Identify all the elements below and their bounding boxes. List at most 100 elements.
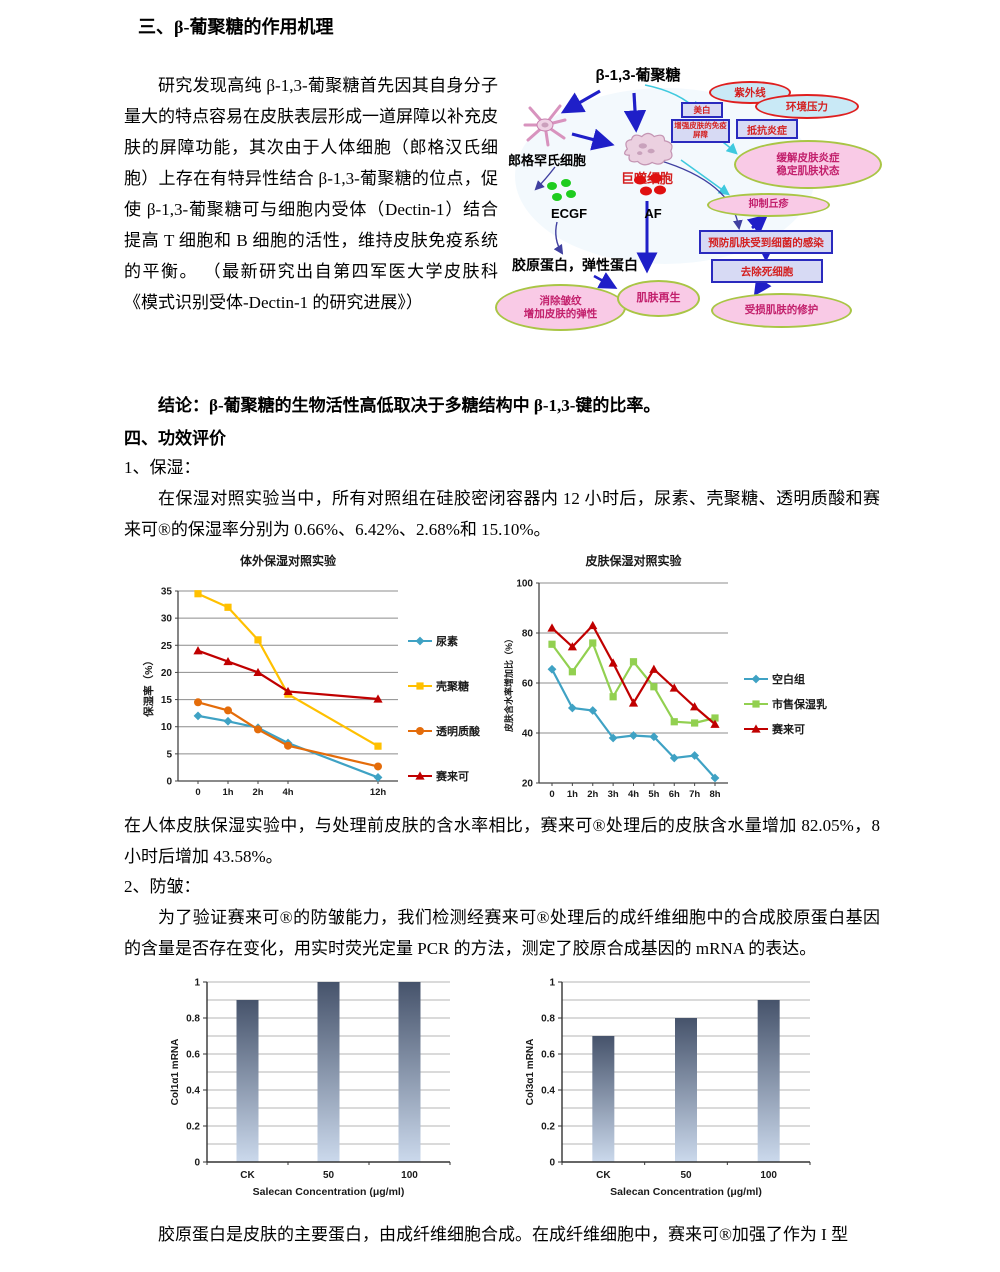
- svg-text:赛来可: 赛来可: [435, 769, 469, 783]
- mechanism-section: 研究发现高纯 β-1,3-葡聚糖首先因其自身分子量大的特点容易在皮肤表层形成一道…: [124, 67, 882, 382]
- svg-text:体外保湿对照实验: 体外保湿对照实验: [240, 553, 337, 568]
- svg-text:100: 100: [760, 1170, 777, 1181]
- svg-text:2h: 2h: [587, 789, 598, 800]
- svg-text:Col1α1 mRNA: Col1α1 mRNA: [170, 1039, 181, 1106]
- svg-text:空白组: 空白组: [772, 672, 805, 686]
- chart-skin-moisture: 皮肤保湿对照实验 20 40 60 80 100 0 1h 2h 3h 4h 5h 6h 7h 8h 空白组市…: [503, 553, 827, 800]
- moisture-charts-row: 体外保湿对照实验 0 5 10 15 20 25 30 35 0 1h 2h 4h 12h 尿素壳聚糖透明质…: [124, 551, 880, 806]
- svg-text:20: 20: [161, 668, 173, 679]
- chart-col3a1-mrna: 0 0.2 0.4 0.6 0.8 1 CK 50 100 Salecan Concentrati…: [525, 978, 811, 1198]
- wrinkle-line2: 增加皮肤的弹性: [523, 307, 598, 320]
- calm-skin-ellipse: 缓解皮肤炎症 稳定肌肤状态: [734, 140, 882, 189]
- svg-text:CK: CK: [596, 1170, 611, 1181]
- svg-text:0.8: 0.8: [186, 1014, 200, 1025]
- svg-text:Salecan Concentration (μg/ml): Salecan Concentration (μg/ml): [253, 1186, 405, 1198]
- svg-text:皮肤含水率增加比（%）: 皮肤含水率增加比（%）: [503, 634, 514, 733]
- svg-text:赛来可: 赛来可: [771, 722, 805, 736]
- diagram-title: β-1,3-葡聚糖: [595, 66, 681, 84]
- svg-text:0.6: 0.6: [186, 1050, 200, 1061]
- svg-text:0: 0: [195, 787, 200, 798]
- wrinkle-ellipse: 消除皱纹 增加皮肤的弹性: [495, 284, 626, 331]
- svg-text:0: 0: [549, 1158, 555, 1169]
- svg-text:35: 35: [161, 587, 173, 598]
- skin-repair-ellipse: 受损肌肤的修护: [711, 293, 852, 328]
- af-label: AF: [644, 205, 662, 221]
- svg-text:4h: 4h: [282, 787, 293, 798]
- whitening-box: 美白: [681, 102, 723, 118]
- papule-ellipse: 抑制丘疹: [707, 193, 830, 217]
- svg-text:皮肤保湿对照实验: 皮肤保湿对照实验: [584, 553, 682, 568]
- svg-text:尿素: 尿素: [436, 634, 458, 648]
- calm-skin-line1: 缓解皮肤炎症: [776, 151, 840, 164]
- svg-text:100: 100: [401, 1170, 418, 1181]
- svg-text:3h: 3h: [607, 789, 618, 800]
- svg-text:20: 20: [521, 779, 533, 790]
- calm-skin-line2: 稳定肌肤状态: [776, 164, 840, 177]
- svg-text:50: 50: [323, 1170, 335, 1181]
- svg-text:8h: 8h: [709, 789, 720, 800]
- svg-text:30: 30: [161, 614, 173, 625]
- conclusion-line: 结论：β-葡聚糖的生物活性高低取决于多糖结构中 β-1,3-键的比率。: [158, 396, 661, 415]
- svg-text:6h: 6h: [668, 789, 679, 800]
- svg-text:透明质酸: 透明质酸: [436, 724, 481, 738]
- svg-text:市售保湿乳: 市售保湿乳: [772, 697, 827, 711]
- svg-text:0: 0: [549, 789, 554, 800]
- svg-text:60: 60: [521, 679, 533, 690]
- mechanism-paragraph: 研究发现高纯 β-1,3-葡聚糖首先因其自身分子量大的特点容易在皮肤表层形成一道…: [124, 76, 498, 312]
- svg-text:15: 15: [161, 695, 173, 706]
- macrophage-icon: [624, 132, 673, 166]
- svg-text:10: 10: [161, 722, 173, 733]
- svg-text:CK: CK: [240, 1170, 255, 1181]
- svg-text:25: 25: [161, 641, 173, 652]
- immune-barrier-box: 增强皮肤的免疫屏障: [671, 119, 730, 143]
- svg-text:1h: 1h: [566, 789, 577, 800]
- svg-text:1: 1: [194, 978, 200, 989]
- langerhans-cell-icon: [523, 104, 567, 147]
- svg-text:50: 50: [680, 1170, 692, 1181]
- svg-text:1: 1: [549, 978, 555, 989]
- ecgf-label: ECGF: [550, 205, 588, 221]
- remove-dead-cells-box: 去除死细胞: [711, 259, 823, 283]
- langerhans-label: 郎格罕氏细胞: [507, 152, 586, 168]
- svg-text:1h: 1h: [222, 787, 233, 798]
- chart-col1a1-mrna: 0 0.2 0.4 0.6 0.8 1 CK 50 100 Salecan Concentrati…: [170, 978, 451, 1198]
- svg-text:40: 40: [521, 729, 533, 740]
- svg-text:80: 80: [521, 629, 533, 640]
- svg-text:0: 0: [194, 1158, 200, 1169]
- section-heading-mechanism: 三、β-葡聚糖的作用机理: [138, 17, 334, 37]
- section-heading-efficacy: 四、功效评价: [124, 429, 226, 448]
- moisturizing-result-paragraph: 在人体皮肤保湿实验中，与处理前皮肤的含水率相比，赛来可®处理后的皮肤含水量增加 …: [124, 816, 880, 866]
- skin-regeneration-ellipse: 肌肤再生: [617, 280, 700, 317]
- svg-text:壳聚糖: 壳聚糖: [435, 679, 469, 693]
- svg-text:100: 100: [516, 579, 533, 590]
- wrinkle-line1: 消除皱纹: [539, 294, 582, 307]
- svg-text:2h: 2h: [252, 787, 263, 798]
- subheading-moisturizing: 1、保湿：: [124, 458, 201, 477]
- svg-text:7h: 7h: [689, 789, 700, 800]
- subheading-wrinkle: 2、防皱：: [124, 877, 201, 896]
- moisturizing-paragraph: 在保湿对照实验当中，所有对照组在硅胶密闭容器内 12 小时后，尿素、壳聚糖、透明…: [124, 489, 880, 539]
- svg-text:5: 5: [166, 749, 172, 760]
- collagen-paragraph: 胶原蛋白是皮肤的主要蛋白，由成纤维细胞合成。在成纤维细胞中，赛来可®加强了作为 …: [158, 1225, 849, 1244]
- svg-text:5h: 5h: [648, 789, 659, 800]
- anti-inflammation-box: 抵抗炎症: [736, 119, 798, 139]
- chart-invitro-moisture: 体外保湿对照实验 0 5 10 15 20 25 30 35 0 1h 2h 4h 12h 尿素壳聚糖透明质…: [142, 553, 481, 798]
- svg-text:0.6: 0.6: [541, 1050, 555, 1061]
- svg-text:Col3α1 mRNA: Col3α1 mRNA: [525, 1039, 536, 1106]
- ecgf-dots-icon: [547, 179, 576, 201]
- collagen-elastin-label: 胶原蛋白，弹性蛋白: [512, 259, 638, 274]
- svg-text:0: 0: [166, 777, 172, 788]
- mrna-charts-row: 0 0.2 0.4 0.6 0.8 1 CK 50 100 Salecan Concentrati…: [124, 972, 880, 1207]
- svg-text:0.2: 0.2: [186, 1122, 200, 1133]
- wrinkle-paragraph: 为了验证赛来可®的防皱能力，我们检测经赛来可®处理后的成纤维细胞中的合成胶原蛋白…: [124, 908, 880, 958]
- svg-text:保湿率（%）: 保湿率（%）: [142, 655, 155, 718]
- svg-text:0.4: 0.4: [186, 1086, 200, 1097]
- svg-text:12h: 12h: [370, 787, 387, 798]
- svg-text:0.8: 0.8: [541, 1014, 555, 1025]
- env-stress-ellipse: 环境压力: [755, 94, 859, 119]
- svg-text:0.2: 0.2: [541, 1122, 555, 1133]
- prevent-infection-box: 预防肌肤受到细菌的感染: [699, 230, 833, 254]
- af-dots-icon: [634, 173, 666, 196]
- svg-text:4h: 4h: [628, 789, 639, 800]
